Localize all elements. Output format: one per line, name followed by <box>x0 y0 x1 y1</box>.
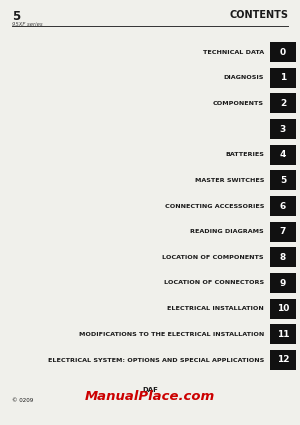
Text: LOCATION OF COMPONENTS: LOCATION OF COMPONENTS <box>163 255 264 260</box>
Text: ManualPlace.com: ManualPlace.com <box>85 390 215 403</box>
Bar <box>270 68 296 88</box>
Bar <box>270 350 296 370</box>
Text: CONTENTS: CONTENTS <box>229 10 288 20</box>
Text: 0: 0 <box>280 48 286 57</box>
Bar <box>270 299 296 319</box>
Text: BATTERIES: BATTERIES <box>225 152 264 157</box>
Text: 5: 5 <box>280 176 286 185</box>
Text: 8: 8 <box>280 253 286 262</box>
Bar <box>270 222 296 242</box>
Text: LOCATION OF CONNECTORS: LOCATION OF CONNECTORS <box>164 280 264 286</box>
Text: 95XF series: 95XF series <box>12 22 43 27</box>
Text: ELECTRICAL INSTALLATION: ELECTRICAL INSTALLATION <box>167 306 264 311</box>
Bar <box>270 170 296 190</box>
Text: 11: 11 <box>277 330 289 339</box>
Bar <box>270 94 296 113</box>
Text: DIAGNOSIS: DIAGNOSIS <box>224 75 264 80</box>
Text: 7: 7 <box>280 227 286 236</box>
Text: TECHNICAL DATA: TECHNICAL DATA <box>203 49 264 54</box>
Text: 1: 1 <box>280 73 286 82</box>
Text: READING DIAGRAMS: READING DIAGRAMS <box>190 229 264 234</box>
Text: 10: 10 <box>277 304 289 313</box>
Text: DAF: DAF <box>142 387 158 393</box>
Text: 6: 6 <box>280 201 286 210</box>
Text: 5: 5 <box>12 10 20 23</box>
Bar <box>270 247 296 267</box>
Text: 12: 12 <box>277 355 289 365</box>
Bar <box>270 119 296 139</box>
Text: 2: 2 <box>280 99 286 108</box>
Text: MASTER SWITCHES: MASTER SWITCHES <box>195 178 264 183</box>
Bar <box>270 196 296 216</box>
Text: © 0209: © 0209 <box>12 399 33 403</box>
Text: 3: 3 <box>280 125 286 133</box>
Text: MODIFICATIONS TO THE ELECTRICAL INSTALLATION: MODIFICATIONS TO THE ELECTRICAL INSTALLA… <box>79 332 264 337</box>
Text: 9: 9 <box>280 278 286 287</box>
Text: 4: 4 <box>280 150 286 159</box>
Text: ELECTRICAL SYSTEM: OPTIONS AND SPECIAL APPLICATIONS: ELECTRICAL SYSTEM: OPTIONS AND SPECIAL A… <box>48 357 264 363</box>
Bar <box>270 144 296 164</box>
Bar <box>270 42 296 62</box>
Text: CONNECTING ACCESSORIES: CONNECTING ACCESSORIES <box>165 204 264 209</box>
Text: COMPONENTS: COMPONENTS <box>213 101 264 106</box>
Bar <box>270 324 296 344</box>
Bar <box>270 273 296 293</box>
